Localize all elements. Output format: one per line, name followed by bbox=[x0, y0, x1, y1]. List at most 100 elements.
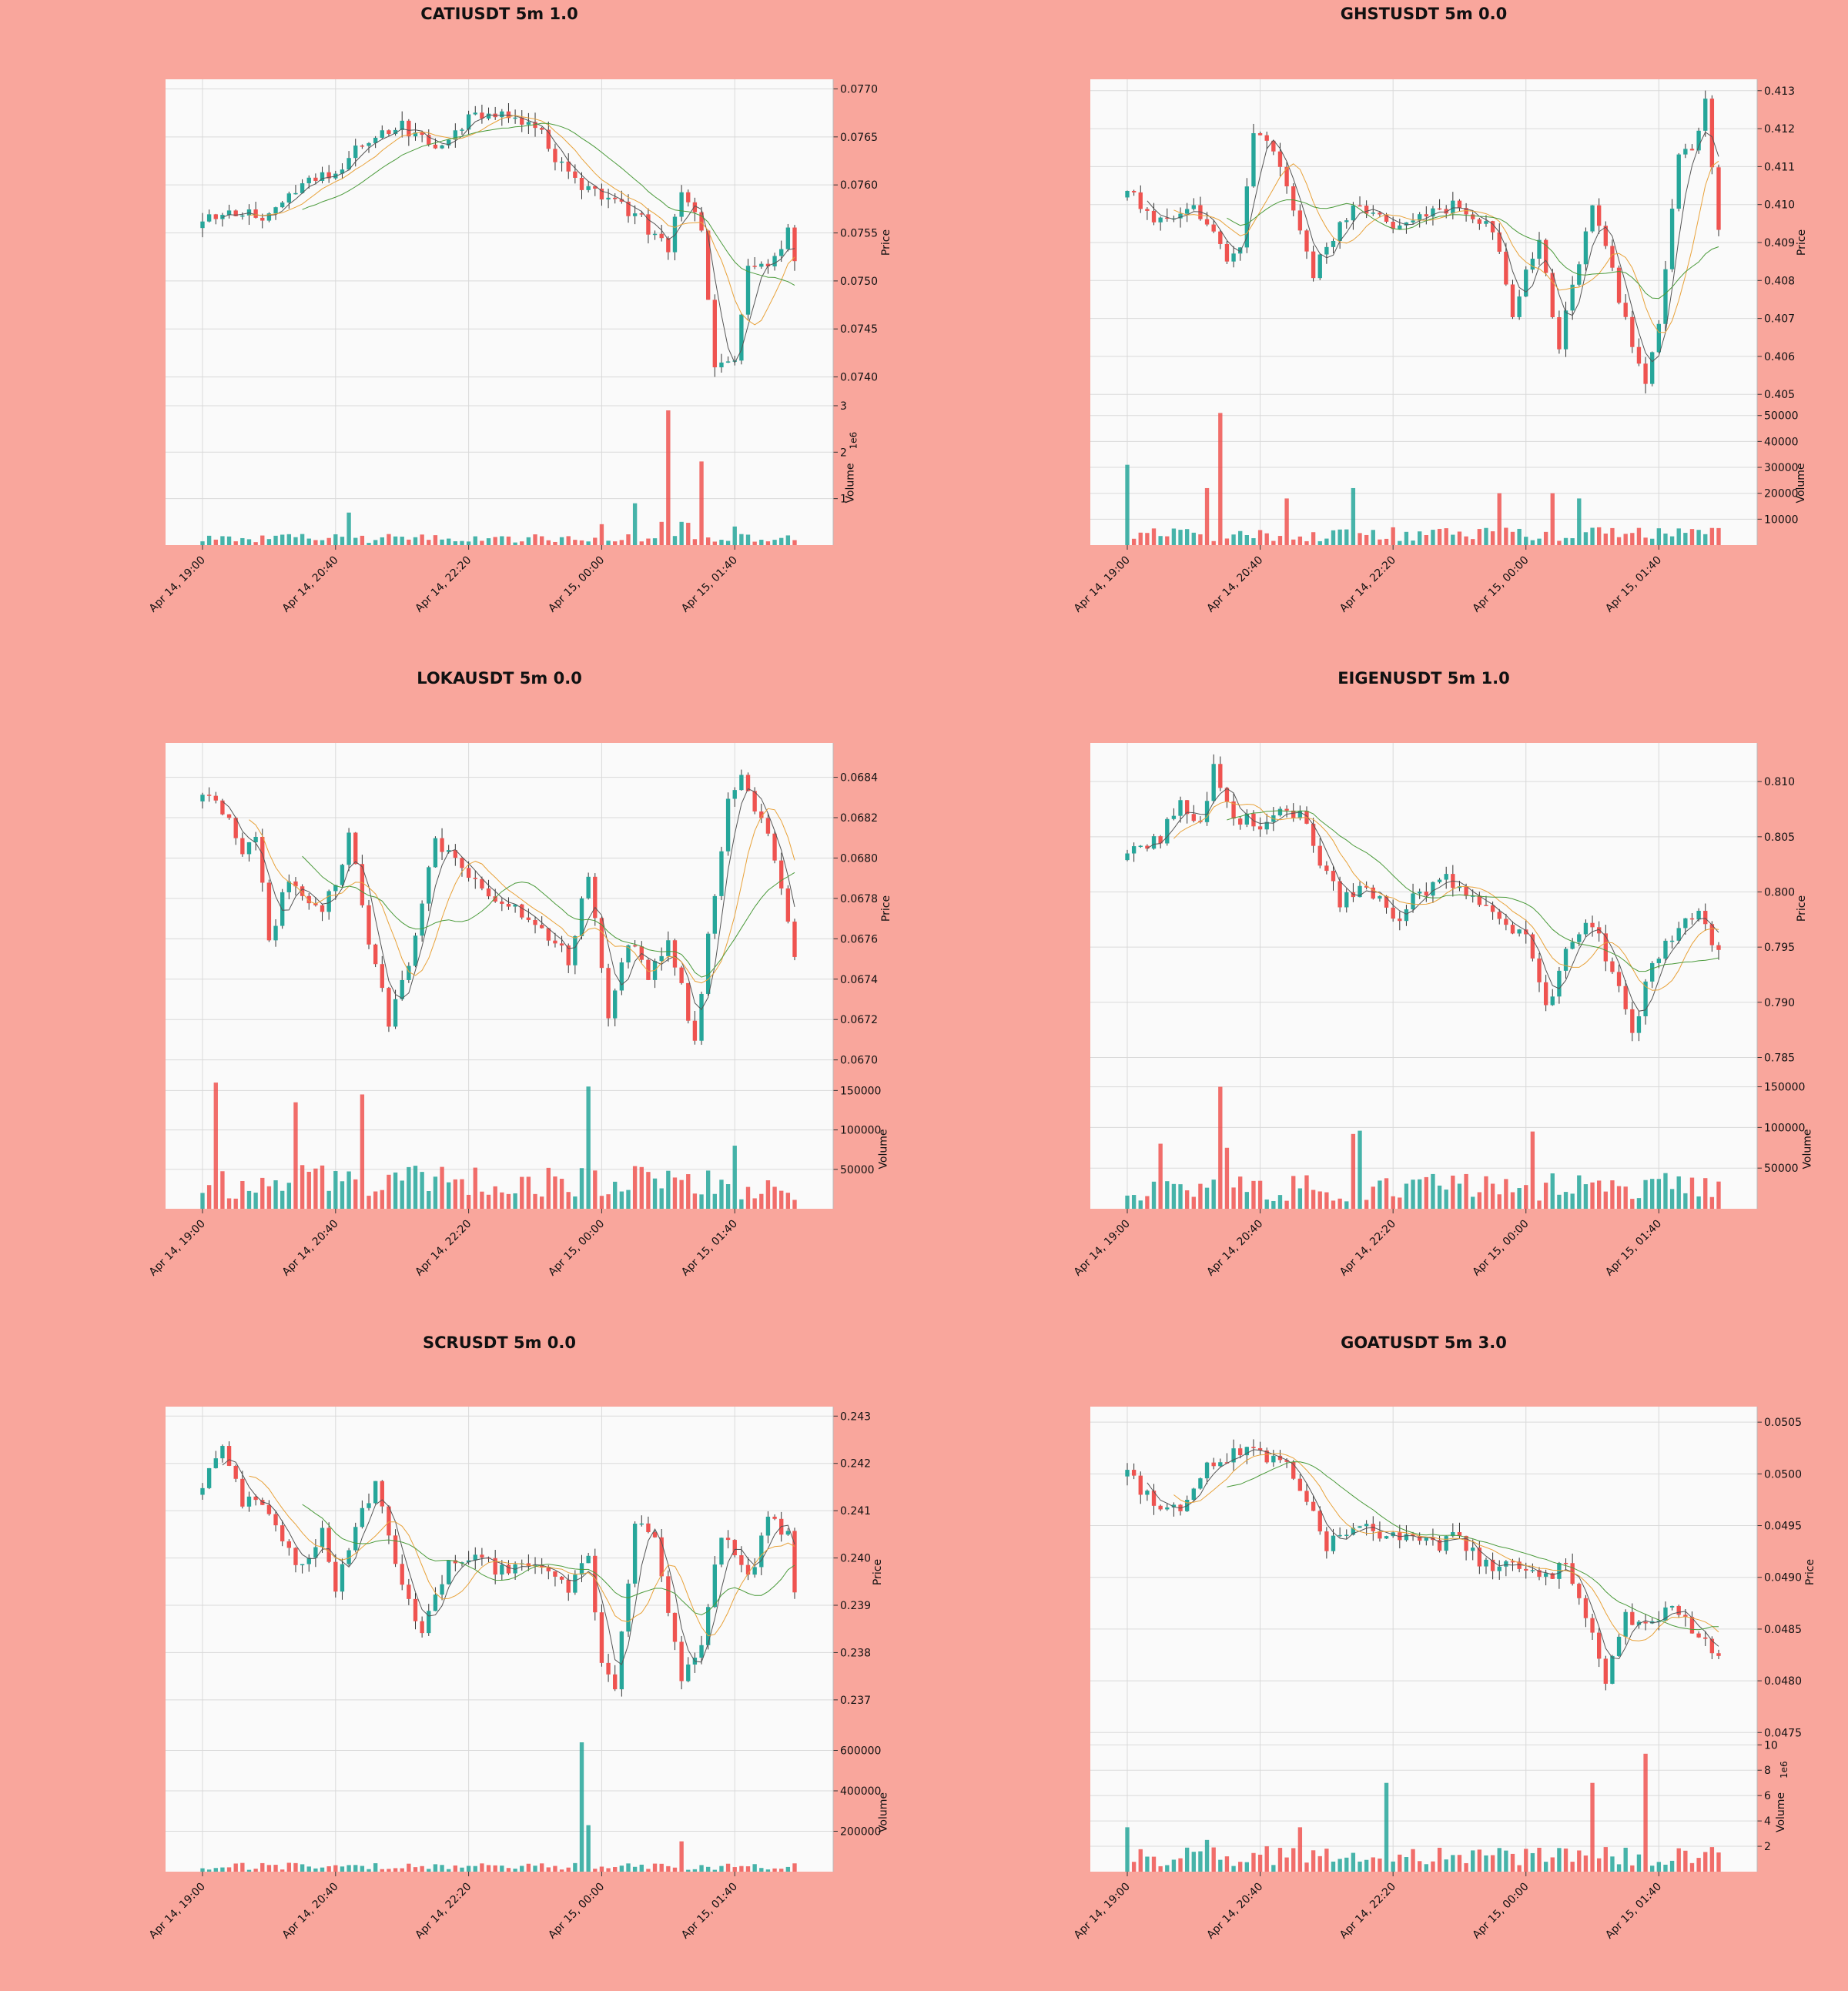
candle-body bbox=[1603, 933, 1608, 962]
volume-bar bbox=[1464, 536, 1468, 545]
volume-bar bbox=[506, 1868, 511, 1872]
volume-bar bbox=[1557, 1194, 1562, 1209]
volume-bar bbox=[346, 1171, 351, 1209]
candle-body bbox=[1311, 823, 1316, 846]
x-tick-label: Apr 15, 00:00 bbox=[546, 1218, 607, 1279]
volume-bar bbox=[1484, 527, 1488, 545]
volume-bar bbox=[506, 1193, 511, 1209]
volume-bar bbox=[213, 1868, 218, 1872]
volume-bar bbox=[719, 1866, 724, 1872]
candle-body bbox=[513, 117, 517, 119]
volume-bar bbox=[712, 541, 717, 545]
candle-body bbox=[453, 850, 458, 858]
volume-bar bbox=[1364, 1200, 1369, 1209]
candle-body bbox=[752, 266, 757, 267]
volume-bar bbox=[1251, 1180, 1256, 1209]
candle-body bbox=[599, 189, 604, 200]
candle-body bbox=[1304, 1491, 1309, 1502]
volume-bar bbox=[1204, 1839, 1210, 1872]
volume-pane bbox=[1090, 1738, 1757, 1872]
candle-body bbox=[460, 858, 464, 868]
candle-body bbox=[480, 112, 484, 119]
candle-body bbox=[1264, 1450, 1269, 1463]
price-tick-label: 0.239 bbox=[840, 1600, 871, 1612]
volume-bar bbox=[1636, 1198, 1642, 1209]
candle-body bbox=[692, 202, 698, 212]
volume-bar bbox=[246, 1869, 252, 1872]
candle-body bbox=[1178, 213, 1183, 219]
volume-bar bbox=[666, 1170, 671, 1209]
chart-panel-2: GHSTUSDT 5m 0.0 0.405 0.406 0.407 0.408 0.409… bbox=[1072, 5, 1808, 615]
candle-body bbox=[1537, 1570, 1542, 1577]
candle-body bbox=[606, 968, 611, 1019]
candle-body bbox=[246, 1496, 252, 1507]
candle-body bbox=[1125, 853, 1130, 861]
volume-bar bbox=[533, 534, 537, 545]
volume-bar bbox=[420, 1866, 424, 1872]
volume-bar bbox=[273, 1865, 278, 1872]
price-tick-label: 0.785 bbox=[1764, 1052, 1795, 1065]
volume-bar bbox=[1418, 1861, 1422, 1872]
candle-body bbox=[1304, 230, 1309, 252]
candle-body bbox=[1158, 1505, 1163, 1510]
candle-body bbox=[1477, 219, 1482, 224]
candle-body bbox=[1524, 269, 1528, 297]
volume-bar bbox=[752, 1198, 757, 1209]
candle-body bbox=[739, 314, 744, 361]
candle-body bbox=[1577, 934, 1582, 942]
volume-bar bbox=[792, 1863, 797, 1872]
volume-bar bbox=[745, 1866, 751, 1872]
candle-body bbox=[320, 172, 325, 181]
candle-body bbox=[326, 1528, 331, 1562]
x-tick-label: Apr 14, 22:20 bbox=[1337, 554, 1398, 615]
volume-bar bbox=[326, 537, 331, 545]
volume-bar bbox=[387, 1174, 391, 1209]
price-pane bbox=[166, 743, 833, 1074]
volume-bar bbox=[613, 1867, 618, 1872]
volume-bar bbox=[1184, 1190, 1190, 1209]
volume-bar bbox=[1630, 533, 1635, 545]
candle-body bbox=[1524, 1568, 1528, 1571]
volume-bar bbox=[1689, 1862, 1695, 1872]
volume-bar bbox=[666, 1866, 671, 1872]
candle-body bbox=[1689, 149, 1695, 151]
candle-body bbox=[1643, 1621, 1648, 1624]
candle-body bbox=[1683, 149, 1688, 155]
candle-body bbox=[226, 814, 232, 818]
volume-bar bbox=[300, 1165, 305, 1209]
candle-body bbox=[453, 130, 458, 140]
candle-body bbox=[785, 227, 791, 249]
candle-body bbox=[293, 192, 298, 195]
volume-tick-label: 10000 bbox=[1764, 514, 1799, 526]
volume-bar bbox=[1264, 1199, 1269, 1209]
volume-bar bbox=[1284, 498, 1289, 545]
volume-bar bbox=[1669, 1860, 1675, 1872]
volume-bar bbox=[1464, 1862, 1468, 1872]
volume-bar bbox=[1530, 1852, 1535, 1872]
candle-body bbox=[1669, 1605, 1675, 1608]
volume-bar bbox=[1371, 1186, 1375, 1209]
candle-body bbox=[1218, 231, 1223, 244]
price-pane bbox=[166, 1407, 833, 1738]
candle-body bbox=[1444, 1536, 1448, 1551]
candle-body bbox=[1337, 222, 1342, 241]
volume-bar bbox=[1550, 493, 1555, 545]
candle-body bbox=[1264, 135, 1269, 141]
volume-tick-label: 4 bbox=[1764, 1815, 1771, 1828]
moving-average-line bbox=[1173, 160, 1719, 333]
candle-body bbox=[240, 215, 245, 217]
candle-body bbox=[1384, 1536, 1389, 1539]
volume-bar bbox=[253, 1869, 258, 1872]
candle-body bbox=[246, 209, 252, 216]
candle-body bbox=[253, 209, 258, 218]
price-tick-label: 0.0680 bbox=[840, 852, 878, 865]
volume-bar bbox=[447, 538, 451, 545]
candle-body bbox=[1125, 1470, 1130, 1477]
candle-body bbox=[1623, 303, 1628, 317]
volume-bar bbox=[1211, 1180, 1216, 1209]
volume-bar bbox=[486, 1865, 491, 1872]
volume-bar bbox=[1663, 1173, 1668, 1209]
candle-body bbox=[306, 895, 311, 904]
volume-bar bbox=[480, 540, 484, 545]
